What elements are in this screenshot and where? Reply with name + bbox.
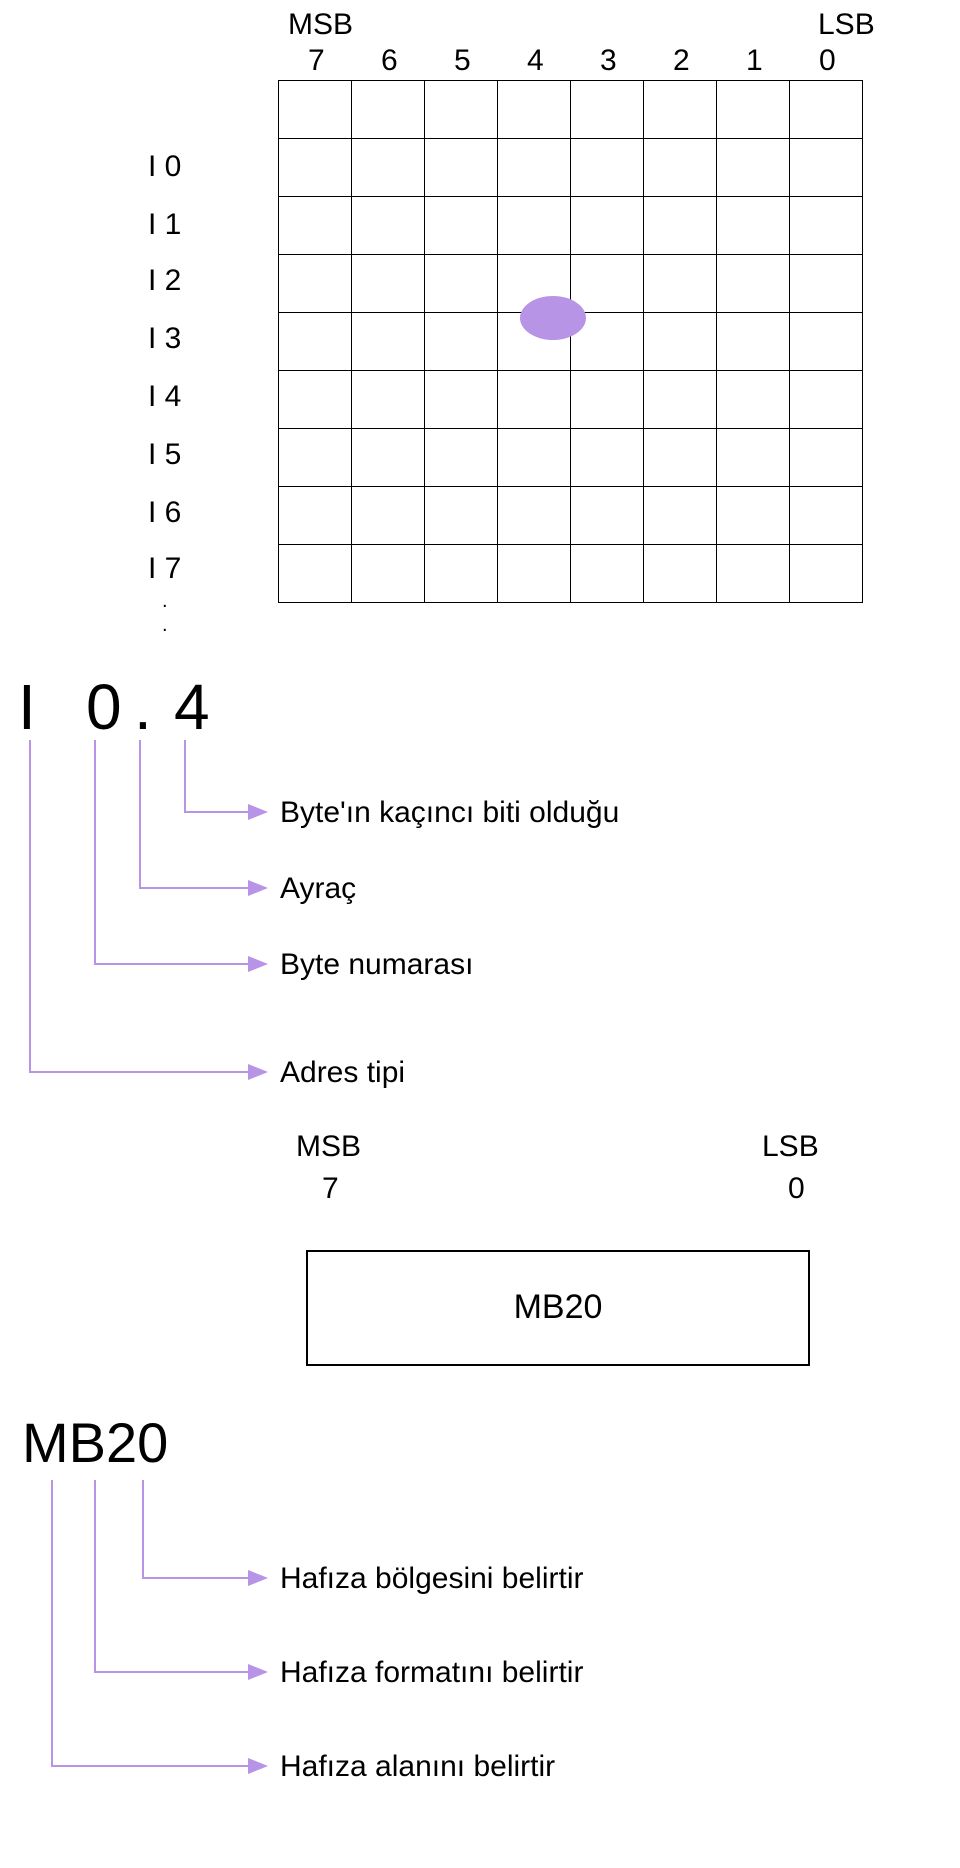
- addr-I: I: [18, 670, 42, 744]
- msb-label: MSB: [288, 8, 353, 42]
- bit-0: 0: [819, 44, 836, 78]
- mb20-big-label: MB20: [22, 1410, 168, 1475]
- row-dot-1: .: [162, 590, 168, 613]
- row-dot-2: .: [162, 614, 168, 637]
- desc-separator: Ayraç: [280, 872, 356, 906]
- mb20-box: MB20: [306, 1250, 810, 1366]
- row-i6: I 6: [148, 496, 181, 530]
- row-i4: I 4: [148, 380, 181, 414]
- bit-4: 4: [527, 44, 544, 78]
- byte-msb-num: 7: [322, 1172, 339, 1206]
- row-i1: I 1: [148, 208, 181, 242]
- row-i3: I 3: [148, 322, 181, 356]
- bit-3: 3: [600, 44, 617, 78]
- highlight-bit: [520, 296, 586, 340]
- row-i0: I 0: [148, 150, 181, 184]
- addr-4: 4: [174, 670, 216, 744]
- desc-addr-type: Adres tipi: [280, 1056, 405, 1090]
- row-i5: I 5: [148, 438, 181, 472]
- desc-byte-number: Byte numarası: [280, 948, 473, 982]
- byte-lsb-label: LSB: [762, 1130, 819, 1164]
- desc-mem-area: Hafıza alanını belirtir: [280, 1750, 555, 1784]
- row-i7: I 7: [148, 552, 181, 586]
- bit-2: 2: [673, 44, 690, 78]
- addr-dot: .: [134, 670, 158, 744]
- bit-6: 6: [381, 44, 398, 78]
- desc-mem-format: Hafıza formatını belirtir: [280, 1656, 583, 1690]
- bit-7: 7: [308, 44, 325, 78]
- desc-mem-region: Hafıza bölgesini belirtir: [280, 1562, 583, 1596]
- byte-msb-label: MSB: [296, 1130, 361, 1164]
- row-i2: I 2: [148, 264, 181, 298]
- byte-grid: [278, 80, 863, 603]
- bit-1: 1: [746, 44, 763, 78]
- desc-bit-index: Byte'ın kaçıncı biti olduğu: [280, 796, 619, 830]
- addr-0: 0: [86, 670, 128, 744]
- byte-lsb-num: 0: [788, 1172, 805, 1206]
- lsb-label: LSB: [818, 8, 875, 42]
- bit-5: 5: [454, 44, 471, 78]
